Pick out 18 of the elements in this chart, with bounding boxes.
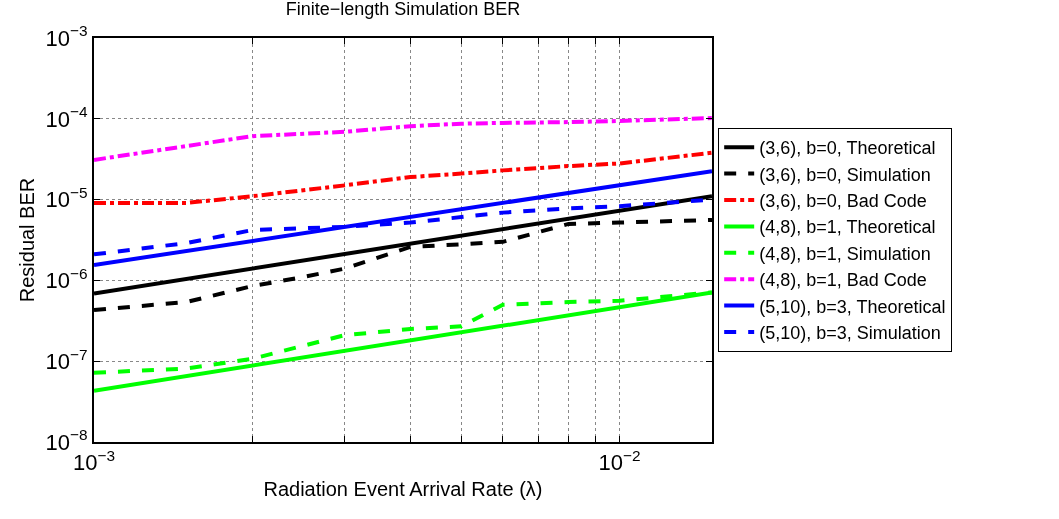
legend-label: (4,8), b=1, Bad Code	[759, 270, 927, 291]
y-tick-label: 10$^{−7}$	[45, 345, 88, 374]
legend-label: (5,10), b=3, Theoretical	[759, 296, 946, 317]
x-tick-label: 10$^{−2}$	[598, 447, 641, 476]
chart-title: Finite−length Simulation BER	[285, 0, 521, 20]
x-axis-title: Radiation Event Arrival Rate (λ)	[263, 478, 543, 501]
legend-label: (4,8), b=1, Simulation	[759, 243, 931, 264]
y-tick-label: 10$^{−5}$	[45, 184, 88, 213]
legend-label: (3,6), b=0, Simulation	[759, 164, 931, 185]
y-tick-label: 10$^{−8}$	[45, 426, 88, 455]
y-tick-label: 10$^{−4}$	[45, 103, 89, 132]
legend-label: (3,6), b=0, Bad Code	[759, 191, 927, 212]
y-tick-label: 10$^{−6}$	[45, 264, 88, 294]
y-axis-title: Residual BER	[15, 177, 38, 303]
legend-label: (5,10), b=3, Simulation	[759, 323, 941, 344]
legend-label: (3,6), b=0, Theoretical	[759, 138, 936, 159]
legend-label: (4,8), b=1, Theoretical	[759, 217, 936, 238]
y-tick-label: 10$^{−3}$	[45, 22, 88, 51]
